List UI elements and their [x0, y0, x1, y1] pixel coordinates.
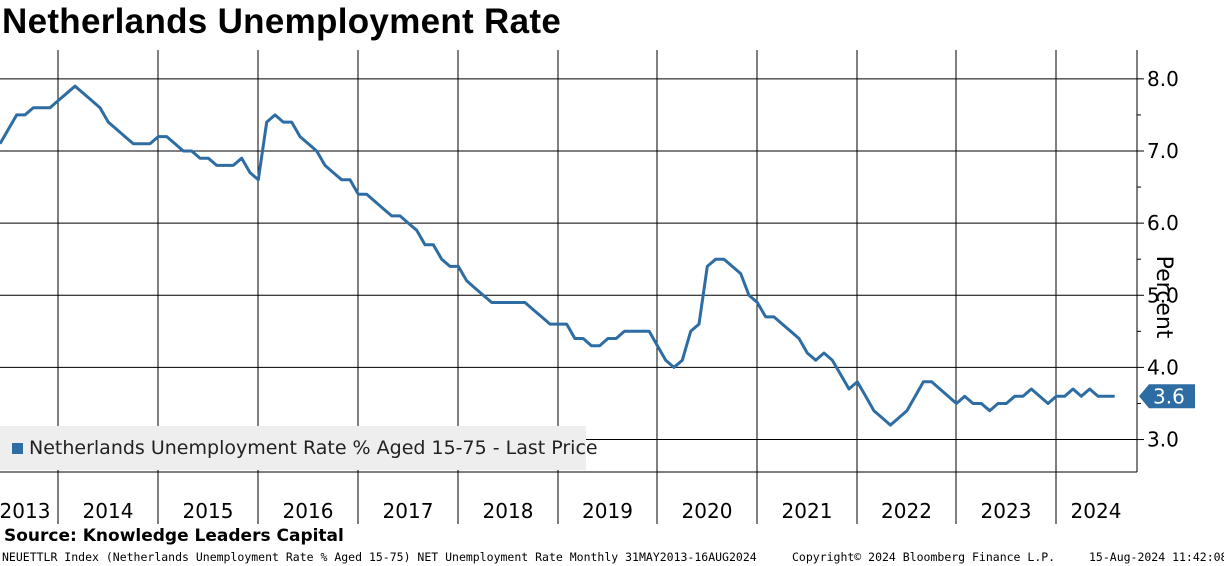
- footer-index-info: NEUETTLR Index (Netherlands Unemployment…: [2, 550, 757, 564]
- legend-swatch: [12, 443, 23, 454]
- x-tick-label: 2015: [183, 499, 234, 523]
- y-axis-ticks: 3.0 4.0 5.0 6.0 7.0 8.0: [1137, 67, 1179, 452]
- x-tick-label: 2013: [0, 499, 50, 523]
- plot-frame: [0, 50, 1138, 473]
- footer-copyright: Copyright© 2024 Bloomberg Finance L.P.: [792, 550, 1056, 564]
- source-note: Source: Knowledge Leaders Capital: [4, 526, 344, 546]
- x-axis-ticks: 2013 2014 2015 2016 2017 2018 2019 2020 2021 2022…: [0, 499, 1121, 523]
- x-tick-label: 2021: [782, 499, 833, 523]
- y-tick-label: 4.0: [1147, 355, 1179, 379]
- y-tick-label: 3.0: [1147, 428, 1179, 452]
- last-value-layer: 3.6: [1139, 384, 1195, 409]
- legend: Netherlands Unemployment Rate % Aged 15-…: [0, 426, 598, 470]
- last-value-tag: [1139, 384, 1195, 409]
- legend-label: Netherlands Unemployment Rate % Aged 15-…: [29, 437, 598, 459]
- x-tick-label: 2016: [283, 499, 334, 523]
- y-tick-label: 8.0: [1147, 67, 1179, 91]
- chart-title: Netherlands Unemployment Rate: [2, 2, 562, 41]
- x-tick-label: 2018: [483, 499, 534, 523]
- y-tick-label: 7.0: [1147, 139, 1179, 163]
- x-tick-label: 2022: [881, 499, 932, 523]
- x-tick-label: 2019: [582, 499, 633, 523]
- footer-timestamp: 15-Aug-2024 11:42:08: [1089, 550, 1224, 564]
- y-axis-label: Percent: [1151, 255, 1176, 339]
- y-tick-label: 6.0: [1147, 211, 1179, 235]
- series-layer: [0, 84, 1115, 427]
- y-tick-label: 5.0: [1147, 283, 1179, 307]
- x-tick-label: 2023: [981, 499, 1032, 523]
- series-line: [0, 84, 1115, 427]
- x-tick-label: 2024: [1071, 499, 1122, 523]
- x-tick-label: 2020: [682, 499, 733, 523]
- last-value-label: 3.6: [1153, 384, 1185, 408]
- x-tick-label: 2017: [383, 499, 434, 523]
- x-tick-label: 2014: [83, 499, 134, 523]
